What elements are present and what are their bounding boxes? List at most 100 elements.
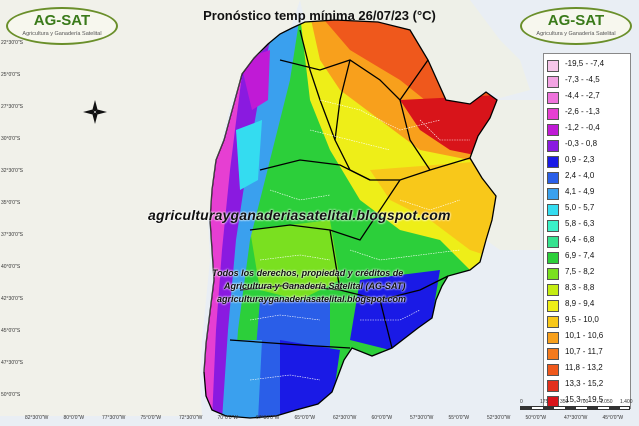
legend-label: 9,5 - 10,0: [565, 315, 599, 324]
watermark-url: agriculturayganaderiasatelital.blogspot.…: [148, 207, 451, 223]
longitude-label: 67°30'0"W: [256, 415, 280, 421]
scale-label: 1.050: [600, 399, 613, 405]
legend-swatch: [547, 364, 559, 376]
legend-entry: 9,5 - 10,0: [547, 314, 631, 330]
legend-swatch: [547, 220, 559, 232]
legend-entry: 2,4 - 4,0: [547, 170, 631, 186]
longitude-label: 45°0'0"W: [602, 415, 624, 421]
legend-entry: -4,4 - -2,7: [547, 90, 631, 106]
latitude-label: 45°0'0"S: [1, 328, 21, 334]
legend-label: -2,6 - -1,3: [565, 107, 600, 116]
legend-swatch: [547, 284, 559, 296]
legend-swatch: [547, 188, 559, 200]
scale-bar: [520, 406, 630, 410]
legend-swatch: [547, 92, 559, 104]
legend-swatch: [547, 60, 559, 72]
legend-label: -19,5 - -7,4: [565, 59, 605, 68]
legend-entry: -0,3 - 0,8: [547, 138, 631, 154]
scale-label: 700: [580, 399, 589, 405]
legend-entry: 5,0 - 5,7: [547, 202, 631, 218]
longitude-label: 82°30'0"W: [25, 415, 49, 421]
legend-swatch: [547, 268, 559, 280]
legend-label: 10,1 - 10,6: [565, 331, 604, 340]
scale-label: 175: [540, 399, 549, 405]
longitude-label: 80°0'0"W: [63, 415, 85, 421]
latitude-label: 32°30'0"S: [1, 168, 23, 174]
longitude-label: 65°0'0"W: [294, 415, 316, 421]
bolivia-paraguay-land: [300, 0, 530, 104]
legend-label: 4,1 - 4,9: [565, 187, 595, 196]
scale-label: 0: [520, 399, 523, 405]
latitude-label: 30°0'0"S: [1, 136, 21, 142]
legend-swatch: [547, 252, 559, 264]
longitude-label: 77°30'0"W: [102, 415, 126, 421]
legend-label: 7,5 - 8,2: [565, 267, 595, 276]
latitude-label: 27°30'0"S: [1, 104, 23, 110]
legend-swatch: [547, 204, 559, 216]
legend-entry: 8,3 - 8,8: [547, 282, 631, 298]
legend-label: 5,0 - 5,7: [565, 203, 595, 212]
longitude-labels: 82°30'0"W 80°0'0"W 77°30'0"W 75°0'0"W 72°30'…: [0, 415, 639, 426]
agsat-logo-right: AG-SAT Agricultura y Ganadería Satelital: [520, 7, 632, 45]
logo-tagline-right: Agricultura y Ganadería Satelital: [536, 31, 616, 37]
legend-label: -7,3 - -4,5: [565, 75, 600, 84]
copyright-line-1: Todos los derechos, propiedad y créditos…: [212, 268, 404, 278]
legend-swatch: [547, 108, 559, 120]
copyright-line-2: Agricultura y Ganadería Satelital (AG-SA…: [224, 281, 406, 291]
legend-entry: 0,9 - 2,3: [547, 154, 631, 170]
legend-entry: 11,8 - 13,2: [547, 362, 631, 378]
latitude-label: 22°30'0"S: [1, 40, 23, 46]
legend-label: 13,3 - 15,2: [565, 379, 604, 388]
longitude-label: 55°0'0"W: [448, 415, 470, 421]
longitude-label: 47°30'0"W: [564, 415, 588, 421]
longitude-label: 60°0'0"W: [371, 415, 393, 421]
legend-entry: -2,6 - -1,3: [547, 106, 631, 122]
legend-swatch: [547, 348, 559, 360]
legend-label: 8,9 - 9,4: [565, 299, 595, 308]
department-borders: [249, 99, 470, 381]
legend-entry: -1,2 - -0,4: [547, 122, 631, 138]
legend-entry: 13,3 - 15,2: [547, 378, 631, 394]
latitude-label: 47°30'0"S: [1, 360, 23, 366]
agsat-logo-left: AG-SAT Agricultura y Ganadería Satelital: [6, 7, 118, 45]
legend-swatch: [547, 140, 559, 152]
legend-label: 2,4 - 4,0: [565, 171, 595, 180]
legend-entry: 7,5 - 8,2: [547, 266, 631, 282]
legend-entry: 10,7 - 11,7: [547, 346, 631, 362]
legend-label: -0,3 - 0,8: [565, 139, 598, 148]
legend-label: 10,7 - 11,7: [565, 347, 603, 356]
legend-swatch: [547, 316, 559, 328]
legend-swatch: [547, 76, 559, 88]
logo-brand-left: AG-SAT: [33, 12, 91, 29]
latitude-label: 42°30'0"S: [1, 296, 23, 302]
latitude-label: 40°0'0"S: [1, 264, 21, 270]
legend-entry: 6,9 - 7,4: [547, 250, 631, 266]
legend-label: 0,9 - 2,3: [565, 155, 595, 164]
legend-label: 6,4 - 6,8: [565, 235, 595, 244]
legend-entry: 5,8 - 6,3: [547, 218, 631, 234]
chile-land: [0, 0, 300, 416]
legend-entry: 6,4 - 6,8: [547, 234, 631, 250]
chile-borders: [203, 43, 271, 373]
longitude-label: 72°30'0"W: [179, 415, 203, 421]
legend-entry: -19,5 - -7,4: [547, 58, 631, 74]
longitude-label: 75°0'0"W: [140, 415, 162, 421]
copyright-line-3: agriculturayganaderiasatelital.blogspot.…: [217, 294, 407, 304]
latitude-label: 35°0'0"S: [1, 200, 21, 206]
latitude-label: 25°0'0"S: [1, 72, 21, 78]
legend-label: 15,3 - 19,5: [565, 395, 604, 404]
legend-entry: 8,9 - 9,4: [547, 298, 631, 314]
legend-entry: 4,1 - 4,9: [547, 186, 631, 202]
logo-brand-right: AG-SAT: [547, 12, 605, 29]
legend-swatch: [547, 332, 559, 344]
legend-label: 8,3 - 8,8: [565, 283, 595, 292]
legend-swatch: [547, 380, 559, 392]
scale-label: 350: [560, 399, 569, 405]
legend-swatch: [547, 236, 559, 248]
longitude-label: 52°30'0"W: [487, 415, 511, 421]
compass-rose-icon: [83, 100, 107, 124]
legend-entry: 10,1 - 10,6: [547, 330, 631, 346]
legend-label: -1,2 - -0,4: [565, 123, 600, 132]
